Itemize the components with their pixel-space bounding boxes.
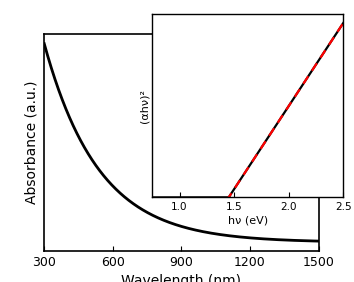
Y-axis label: (αhν)²: (αhν)² — [139, 89, 149, 123]
X-axis label: hν (eV): hν (eV) — [228, 215, 268, 225]
Y-axis label: Absorbance (a.u.): Absorbance (a.u.) — [25, 81, 39, 204]
X-axis label: Wavelength (nm): Wavelength (nm) — [121, 274, 241, 282]
